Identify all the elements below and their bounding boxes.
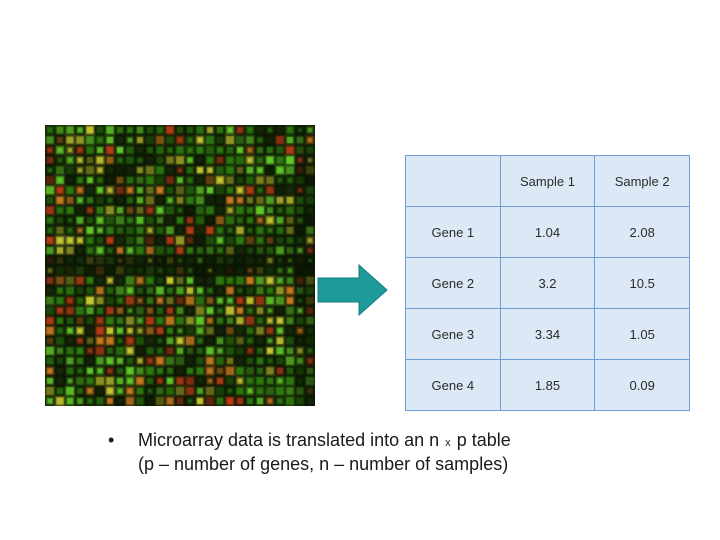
- gene-label-cell: Gene 1: [405, 206, 501, 258]
- table-header-cell: Sample 2: [594, 155, 690, 207]
- table-row: Gene 2 3.2 10.5: [405, 257, 690, 309]
- value-cell: 3.34: [499, 308, 596, 360]
- value-cell: 1.04: [499, 206, 596, 258]
- table-row: Gene 3 3.34 1.05: [405, 308, 690, 360]
- gene-label-cell: Gene 4: [405, 359, 501, 411]
- caption-line2: (p – number of genes, n – number of samp…: [138, 454, 509, 475]
- value-cell: 1.05: [594, 308, 690, 360]
- value-cell: 1.85: [499, 359, 596, 411]
- caption-text: Microarray data is translated into an n …: [138, 428, 511, 477]
- microarray-image: [45, 125, 315, 406]
- value-cell: 3.2: [499, 257, 596, 309]
- gene-label-cell: Gene 2: [405, 257, 501, 309]
- right-arrow-icon: [317, 263, 388, 317]
- caption-line1-post: p table: [456, 430, 511, 450]
- caption: • Microarray data is translated into an …: [108, 428, 668, 477]
- caption-line1-pre: Microarray data is translated into an n: [138, 430, 440, 450]
- value-cell: 2.08: [594, 206, 690, 258]
- gene-sample-table: Sample 1 Sample 2 Gene 1 1.04 2.08 Gene 2 3.2 1…: [405, 155, 690, 411]
- table-header-row: Sample 1 Sample 2: [405, 155, 690, 207]
- caption-small-x: x: [445, 437, 451, 449]
- table-row: Gene 4 1.85 0.09: [405, 359, 690, 411]
- gene-label-cell: Gene 3: [405, 308, 501, 360]
- table-corner-cell: [405, 155, 501, 207]
- table-header-cell: Sample 1: [499, 155, 596, 207]
- table-row: Gene 1 1.04 2.08: [405, 206, 690, 258]
- bullet-point: •: [108, 430, 115, 450]
- value-cell: 0.09: [594, 359, 690, 411]
- value-cell: 10.5: [594, 257, 690, 309]
